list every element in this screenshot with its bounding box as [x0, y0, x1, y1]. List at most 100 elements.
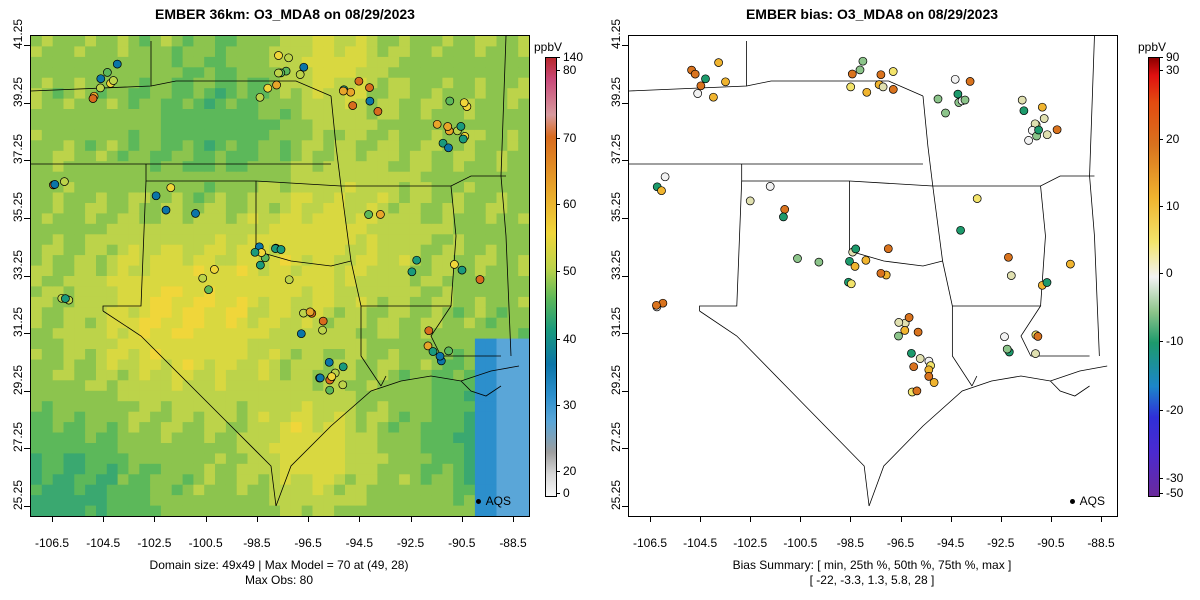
model-grid-cell: [409, 369, 422, 381]
model-grid-cell: [258, 463, 270, 475]
model-grid-cell: [377, 223, 389, 235]
model-grid-cell: [41, 463, 54, 475]
model-grid-cell: [388, 422, 400, 434]
model-grid-cell: [474, 484, 487, 496]
model-grid-cell: [280, 244, 292, 256]
aqs-site-marker: [338, 86, 348, 96]
model-grid-cell: [63, 213, 75, 225]
model-grid-cell: [258, 390, 270, 402]
model-grid-cell: [31, 422, 43, 434]
model-grid-cell: [409, 182, 422, 194]
model-grid-cell: [496, 265, 508, 277]
model-grid-cell: [496, 77, 508, 89]
model-grid-cell: [63, 474, 75, 486]
model-grid-cell: [74, 109, 86, 120]
model-grid-cell: [85, 349, 97, 360]
model-grid-cell: [269, 453, 281, 465]
model-grid-cell: [193, 307, 205, 319]
model-grid-cell: [41, 98, 54, 110]
model-grid-cell: [453, 338, 465, 350]
model-grid-cell: [247, 140, 259, 152]
model-grid-cell: [280, 380, 292, 392]
model-grid-cell: [442, 317, 454, 329]
model-grid-cell: [150, 390, 162, 402]
model-grid-cell: [269, 109, 281, 120]
state-border: [629, 41, 747, 92]
model-grid-cell: [52, 484, 65, 496]
model-grid-cell: [280, 296, 292, 308]
model-grid-cell: [63, 495, 75, 507]
model-grid-cell: [31, 67, 43, 79]
model-grid-cell: [312, 36, 324, 47]
aqs-site-marker: [909, 362, 919, 372]
model-grid-cell: [63, 276, 75, 287]
model-grid-cell: [301, 453, 314, 465]
model-grid-cell: [388, 317, 400, 329]
model-grid-cell: [345, 129, 357, 141]
model-grid-cell: [518, 349, 529, 360]
model-grid-cell: [280, 369, 292, 381]
aqs-site-marker: [1037, 102, 1047, 112]
model-grid-cell: [193, 463, 205, 475]
model-grid-cell: [431, 244, 443, 256]
aqs-site-marker: [346, 87, 356, 97]
model-grid-cell: [74, 140, 86, 152]
colorbar-label: 0: [1166, 266, 1173, 280]
model-grid-cell: [518, 286, 529, 298]
model-grid-cell: [377, 317, 389, 329]
model-grid-cell: [160, 276, 173, 287]
model-grid-cell: [171, 328, 184, 340]
model-grid-cell: [474, 203, 487, 214]
model-grid-cell: [453, 171, 465, 183]
left-map-title: EMBER 36km: O3_MDA8 on 08/29/2023: [155, 6, 415, 22]
model-grid-cell: [247, 182, 259, 194]
model-grid-cell: [301, 98, 314, 110]
aqs-site-marker: [1039, 114, 1049, 123]
model-grid-cell: [269, 140, 281, 152]
model-grid-cell: [128, 474, 140, 486]
model-grid-cell: [420, 150, 433, 162]
model-grid-cell: [388, 67, 400, 79]
state-border: [275, 365, 520, 507]
model-grid-cell: [96, 150, 108, 162]
model-grid-cell: [464, 223, 476, 235]
model-grid-cell: [193, 213, 205, 225]
model-grid-cell: [355, 98, 368, 110]
model-grid-cell: [431, 223, 443, 235]
y-tick-mark: [622, 448, 628, 450]
model-grid-cell: [139, 109, 151, 120]
model-grid-cell: [334, 390, 346, 402]
model-grid-cell: [334, 119, 346, 131]
model-grid-cell: [150, 338, 162, 350]
model-grid-cell: [139, 296, 151, 308]
model-grid-cell: [474, 463, 487, 475]
model-grid-cell: [312, 171, 324, 183]
model-grid-cell: [247, 223, 259, 235]
model-grid-cell: [204, 98, 216, 110]
model-grid-cell: [420, 213, 433, 225]
model-grid-cell: [474, 56, 487, 68]
model-grid-cell: [507, 255, 519, 267]
model-grid-cell: [225, 411, 238, 423]
model-grid-cell: [301, 161, 314, 173]
model-grid-cell: [247, 276, 259, 287]
model-grid-cell: [474, 244, 487, 256]
model-grid-cell: [474, 192, 487, 204]
model-grid-cell: [236, 422, 249, 434]
model-grid-cell: [377, 265, 389, 277]
model-grid-cell: [182, 359, 194, 371]
model-grid-cell: [96, 46, 108, 58]
x-tick-label: -92.5: [987, 536, 1015, 550]
model-grid-cell: [31, 150, 43, 162]
model-grid-cell: [171, 161, 184, 173]
model-grid-cell: [236, 276, 249, 287]
model-grid-cell: [345, 234, 357, 246]
model-grid-cell: [247, 422, 259, 434]
model-grid-cell: [31, 203, 43, 214]
model-grid-cell: [204, 36, 216, 47]
model-grid-cell: [63, 140, 75, 152]
model-grid-cell: [345, 474, 357, 486]
model-grid-cell: [312, 129, 324, 141]
model-grid-cell: [247, 265, 259, 277]
model-grid-cell: [420, 88, 433, 100]
